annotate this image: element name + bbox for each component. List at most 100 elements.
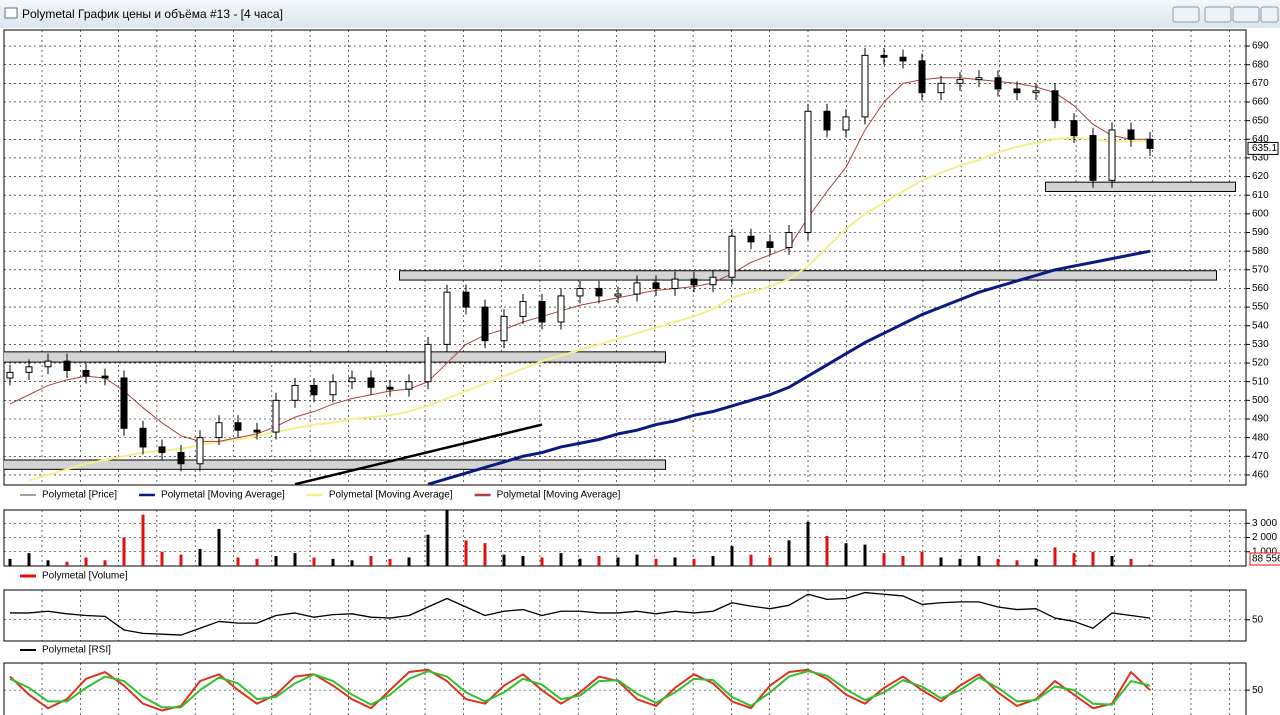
- y-tick-label: 540: [1252, 320, 1269, 331]
- candle-body: [861, 54, 869, 118]
- candle-body: [690, 278, 698, 286]
- volume-bar: [502, 554, 506, 566]
- volume-bar: [825, 536, 829, 566]
- volume-bar: [635, 554, 639, 566]
- candle-body: [766, 241, 774, 248]
- volume-bar: [996, 558, 1000, 566]
- volume-bar: [673, 557, 677, 566]
- volume-bar: [293, 553, 297, 566]
- volume-bar: [445, 510, 449, 566]
- candle-body: [994, 77, 1002, 90]
- volume-bar: [730, 546, 734, 566]
- y-tick-label: 670: [1252, 78, 1269, 89]
- legend-label: Polymetal [RSI]: [42, 645, 111, 656]
- y-tick-label: 480: [1252, 432, 1269, 443]
- candle-body: [405, 381, 413, 390]
- y-tick-label: 590: [1252, 227, 1269, 238]
- candle-body: [25, 366, 33, 373]
- volume-bar: [1091, 551, 1095, 566]
- candle-body: [1146, 138, 1154, 149]
- volume-bar: [654, 558, 658, 566]
- candle-body: [709, 276, 717, 286]
- volume-bar: [1034, 558, 1038, 566]
- candle-body: [956, 79, 964, 84]
- candle-body: [291, 384, 299, 401]
- level-zone: [4, 351, 666, 363]
- volume-bar: [1053, 547, 1057, 566]
- last-price-label: 635.1: [1252, 143, 1277, 154]
- volume-bar: [426, 534, 430, 566]
- candle-body: [82, 370, 90, 377]
- candle-body: [329, 381, 337, 396]
- volume-bar: [27, 553, 31, 566]
- y-tick-label: 510: [1252, 376, 1269, 387]
- candle-body: [158, 446, 166, 454]
- y-tick-label: 580: [1252, 246, 1269, 257]
- volume-bar: [863, 544, 867, 566]
- volume-bar: [1110, 556, 1114, 566]
- legend-label: Polymetal [Moving Average]: [329, 490, 453, 501]
- rsi-plot: [4, 590, 1246, 641]
- candle-body: [443, 291, 451, 345]
- trend-line: [294, 423, 543, 485]
- y-tick-label: 660: [1252, 97, 1269, 108]
- candle-body: [1070, 120, 1078, 137]
- last-volume-box: [1249, 552, 1280, 566]
- minimize-button[interactable]: [1204, 6, 1232, 23]
- y-tick-label: 520: [1252, 358, 1269, 369]
- legend-label: Polymetal [Price]: [42, 490, 117, 501]
- candle-body: [348, 377, 356, 383]
- volume-bar: [160, 551, 164, 566]
- close-button[interactable]: [1260, 6, 1279, 23]
- legend-label: Polymetal [Moving Average]: [161, 490, 285, 501]
- candle-body: [310, 384, 318, 396]
- candle-body: [1051, 90, 1059, 122]
- candle-body: [1013, 88, 1021, 94]
- volume-bar: [1148, 564, 1152, 566]
- y-tick-label: 1 000 000: [1252, 546, 1280, 557]
- candle-body: [576, 287, 584, 297]
- volume-bar: [787, 540, 791, 566]
- maximize-button[interactable]: [1232, 6, 1260, 23]
- volume-bar: [483, 543, 487, 566]
- y-tick-label: 620: [1252, 171, 1269, 182]
- candle-body: [177, 452, 185, 465]
- candle-body: [63, 360, 71, 372]
- volume-bar: [141, 514, 145, 566]
- y-tick-label: 650: [1252, 115, 1269, 126]
- volume-bar: [65, 561, 69, 566]
- volume-bar: [236, 557, 240, 566]
- stochastic-panel: [3, 662, 1247, 715]
- candle-body: [595, 287, 603, 297]
- candle-body: [899, 56, 907, 62]
- candle-body: [44, 360, 52, 368]
- volume-bar: [920, 551, 924, 566]
- restore-button[interactable]: [1172, 6, 1200, 23]
- y-tick-label: 600: [1252, 209, 1269, 220]
- legend-label: Polymetal [Volume]: [42, 571, 128, 582]
- window-icon: [4, 7, 18, 19]
- y-tick-label: 500: [1252, 395, 1269, 406]
- price-plot: [4, 30, 1246, 485]
- volume-bar: [977, 556, 981, 566]
- candle-body: [728, 235, 736, 278]
- oscillator-line: [9, 670, 1151, 709]
- title-bar: [0, 0, 1280, 28]
- volume-plot: [4, 510, 1246, 566]
- volume-bar: [407, 557, 411, 566]
- volume-bar: [806, 521, 810, 566]
- volume-bar: [350, 560, 354, 566]
- candle-body: [272, 399, 280, 433]
- y-tick-label: 680: [1252, 59, 1269, 70]
- level-zone: [1045, 181, 1236, 192]
- volume-bar: [958, 558, 962, 566]
- candle-body: [937, 82, 945, 94]
- price-panel: [3, 29, 1247, 486]
- y-tick-label: 640: [1252, 134, 1269, 145]
- y-tick-label: 690: [1252, 41, 1269, 52]
- y-tick-label: 630: [1252, 153, 1269, 164]
- level-zone: [4, 459, 666, 470]
- volume-bar: [369, 556, 373, 566]
